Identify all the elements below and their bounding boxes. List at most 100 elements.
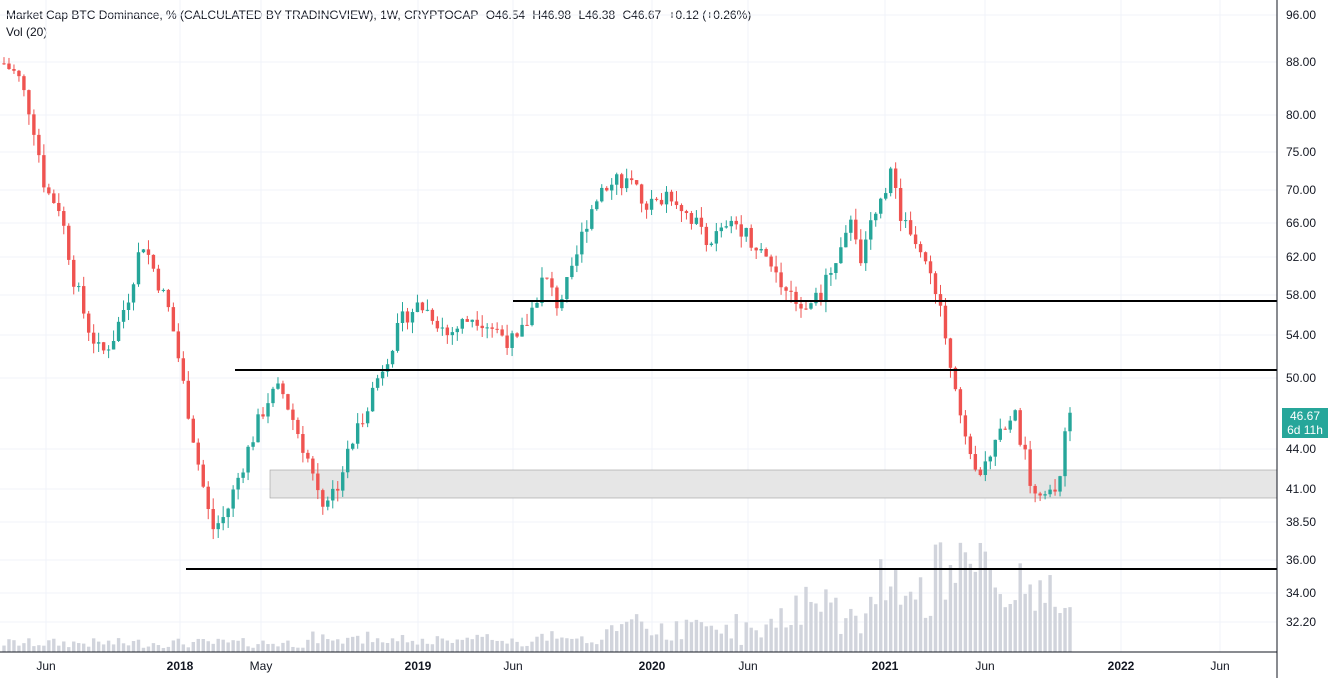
volume-bar — [794, 595, 798, 652]
candle-body — [839, 247, 843, 264]
x-tick-label: 2020 — [639, 659, 666, 673]
volume-bar — [365, 631, 370, 652]
volume-bar — [62, 641, 66, 652]
y-tick-label: 54.00 — [1286, 328, 1316, 342]
candle-body — [390, 350, 395, 365]
volume-bar — [355, 635, 360, 652]
volume-bar — [938, 542, 943, 652]
volume-bar — [380, 642, 385, 652]
volume-bar — [545, 640, 549, 652]
candle-body — [859, 239, 863, 264]
volume-bar — [819, 611, 823, 652]
volume-bar — [619, 624, 624, 652]
volume-bar — [988, 568, 992, 652]
volume-bar — [281, 642, 285, 652]
y-tick-label: 62.00 — [1286, 250, 1316, 264]
volume-bar — [993, 587, 997, 652]
candle-body — [555, 287, 559, 309]
volume-bar — [420, 638, 425, 652]
volume-bar — [893, 570, 898, 652]
volume-bar — [101, 644, 106, 652]
y-tick-label: 32.20 — [1286, 615, 1316, 629]
volume-bar — [121, 643, 126, 652]
x-tick-label: 2018 — [167, 659, 194, 673]
candle-body — [804, 308, 808, 310]
candle-body — [67, 225, 71, 260]
candle-body — [17, 70, 21, 77]
volume-bar — [774, 627, 778, 652]
volume-bar — [669, 640, 674, 652]
y-tick-label: 70.00 — [1286, 183, 1316, 197]
candle-body — [91, 332, 96, 344]
volume-bar — [903, 595, 908, 652]
volume-bar — [291, 646, 295, 652]
candle-body — [116, 321, 121, 341]
volume-bar — [809, 601, 813, 652]
candles — [2, 57, 1072, 540]
candle-body — [475, 319, 479, 326]
candle-body — [400, 311, 405, 323]
y-tick-label: 38.50 — [1286, 515, 1316, 529]
volume-bar — [321, 634, 325, 652]
candle-body — [629, 178, 634, 181]
candle-body — [888, 168, 893, 194]
candle-body — [2, 63, 6, 65]
volume-bar — [450, 642, 455, 652]
volume-bar — [191, 641, 195, 652]
candle-body — [360, 423, 365, 425]
candle-body — [156, 268, 161, 291]
candle-body — [1023, 444, 1027, 450]
volume-bar — [540, 633, 544, 652]
candle-body — [455, 328, 459, 333]
candle-body — [52, 193, 56, 203]
candle-body — [829, 272, 833, 275]
volume-bar — [709, 625, 714, 652]
candle-body — [933, 273, 938, 295]
candle-body — [72, 259, 76, 287]
volume-bar — [236, 640, 240, 652]
candle-body — [365, 411, 370, 424]
volume-bar — [131, 641, 136, 652]
candle-body — [789, 290, 793, 292]
x-tick-label: 2019 — [405, 659, 432, 673]
candle-body — [958, 389, 963, 416]
volume-bar — [804, 586, 808, 652]
volume-bar — [375, 638, 380, 652]
candle-body — [27, 90, 31, 115]
candle-body — [1043, 494, 1047, 496]
volume-bar — [91, 638, 96, 652]
volume-bar — [918, 577, 923, 652]
y-tick-label: 75.00 — [1286, 145, 1316, 159]
volume-bar — [72, 641, 76, 652]
candle-body — [764, 249, 768, 257]
volume-bar — [844, 618, 848, 652]
candle-body — [834, 263, 838, 273]
x-tick-label: May — [250, 659, 273, 673]
candle-body — [809, 303, 813, 309]
volume-bar — [430, 644, 435, 652]
volume-bar — [684, 619, 689, 652]
volume-bar — [719, 633, 724, 652]
candle-body — [42, 155, 46, 188]
volume-bar — [933, 544, 938, 652]
volume-bar — [784, 627, 788, 652]
volume-bar — [1068, 607, 1072, 652]
volume-bar — [231, 640, 235, 652]
candle-body — [689, 213, 694, 224]
candle-body — [1008, 420, 1012, 430]
volume-bar — [888, 586, 893, 652]
candle-body — [993, 439, 997, 457]
volume-bar — [948, 565, 953, 652]
volume-bar — [664, 639, 669, 652]
volume-bar — [535, 636, 539, 652]
volume-bar — [694, 619, 699, 652]
volume-bar — [834, 597, 838, 652]
candle-body — [560, 299, 564, 309]
candle-body — [440, 327, 445, 329]
volume-bar — [186, 647, 191, 652]
candle-body — [1003, 428, 1007, 430]
volume-bar — [639, 621, 644, 652]
candle-body — [306, 452, 310, 459]
volume-bar — [550, 631, 554, 652]
